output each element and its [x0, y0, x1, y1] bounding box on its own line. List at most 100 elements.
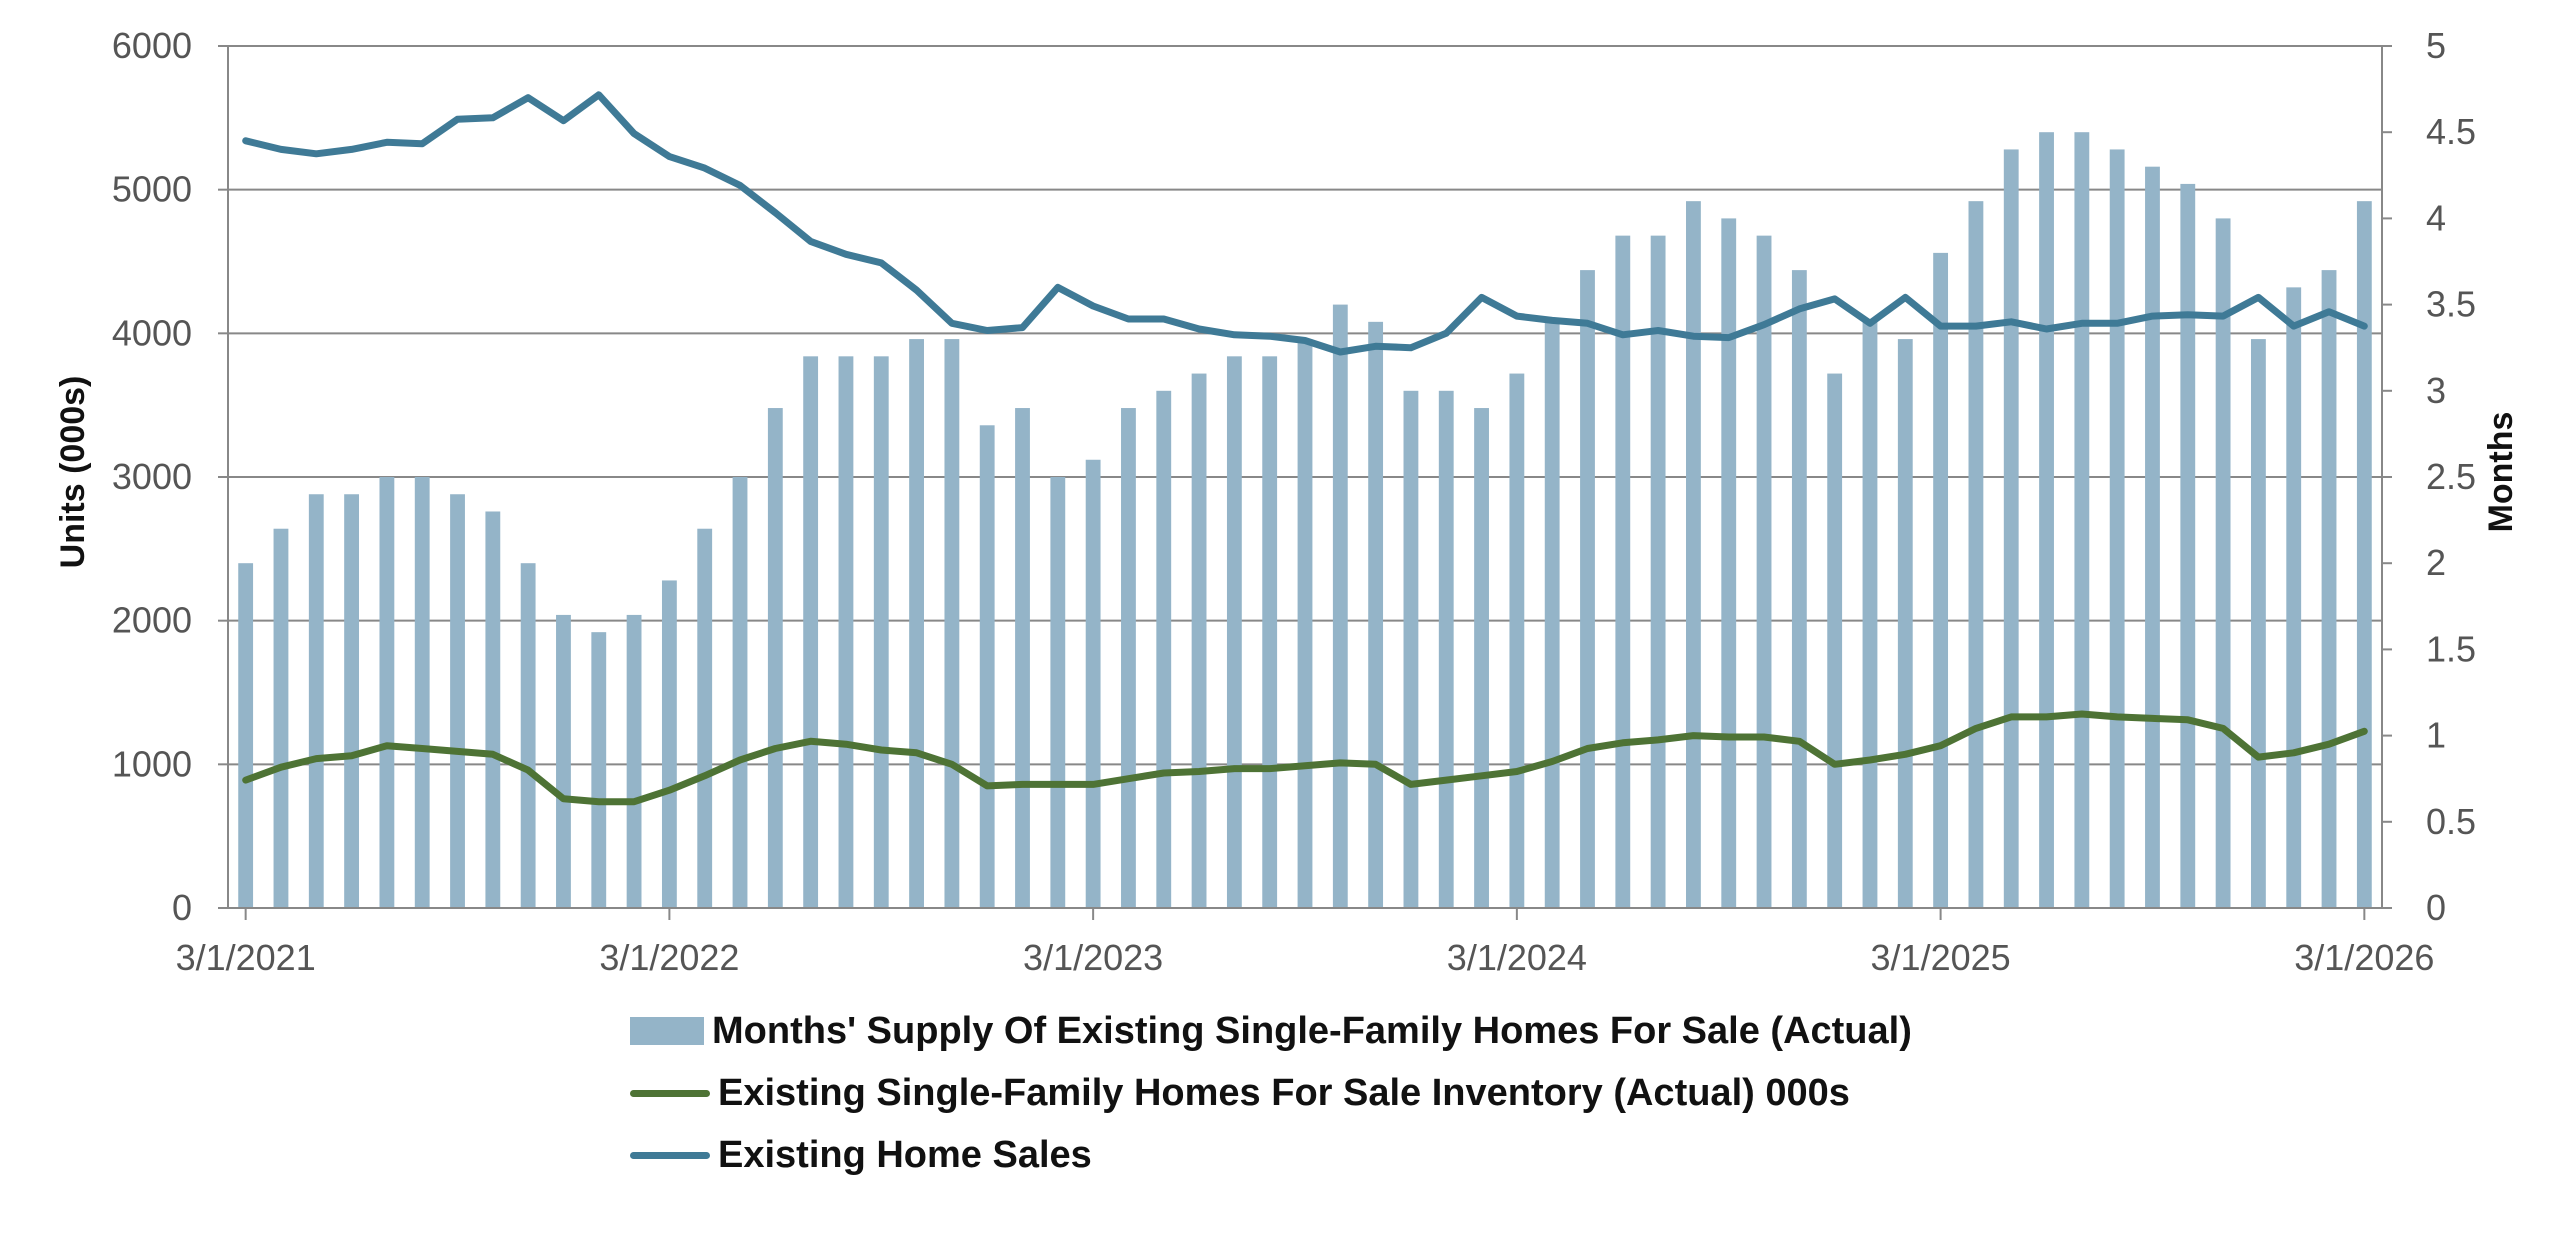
y-right-tick-label: 0: [2426, 887, 2446, 928]
bar-months-supply: [1121, 408, 1136, 908]
bar-months-supply: [944, 339, 960, 909]
bar-months-supply: [803, 356, 819, 908]
bar-months-supply: [626, 614, 642, 908]
bar-months-supply: [1862, 321, 1878, 909]
bar-months-supply: [1791, 270, 1807, 908]
bar-months-supply: [2039, 132, 2054, 908]
bar-months-supply: [1897, 339, 1913, 909]
x-tick-label: 3/1/2025: [1871, 937, 2011, 978]
bar-months-supply: [344, 494, 360, 908]
bar-months-supply: [1438, 390, 1454, 908]
y-right-tick-label: 3.5: [2426, 284, 2476, 325]
bar-months-supply: [485, 511, 501, 908]
y-right-tick-label: 4: [2426, 197, 2446, 238]
bar-months-supply: [979, 425, 995, 908]
bar-months-supply: [2074, 132, 2090, 908]
bar-months-supply: [2180, 183, 2196, 909]
legend-item-inventory: Existing Single-Family Homes For Sale In…: [630, 1062, 1912, 1124]
bar-months-supply: [1368, 321, 1384, 909]
y-left-tick-label: 6000: [112, 25, 192, 66]
y-right-tick-label: 2: [2426, 542, 2446, 583]
bar-months-supply: [909, 339, 924, 909]
bar-months-supply: [1262, 356, 1278, 908]
bar-months-supply: [1191, 373, 1207, 908]
bar-months-supply: [1509, 373, 1525, 908]
bar-months-supply: [2215, 218, 2231, 908]
legend-label-home-sales: Existing Home Sales: [718, 1133, 1092, 1176]
bar-months-supply: [520, 563, 536, 908]
y-right-tick-label: 1.5: [2426, 628, 2476, 669]
bar-months-supply: [1085, 459, 1101, 908]
legend-item-months-supply: Months' Supply Of Existing Single-Family…: [630, 1000, 1912, 1062]
bar-months-supply: [838, 356, 854, 908]
legend-swatch-bar: [630, 1017, 704, 1045]
bar-months-supply: [1580, 270, 1595, 908]
bar-months-supply: [1403, 390, 1419, 908]
y-left-tick-label: 5000: [112, 169, 192, 210]
bar-months-supply: [591, 632, 607, 908]
bar-months-supply: [308, 494, 324, 908]
bar-months-supply: [1544, 321, 1560, 909]
bar-months-supply: [1015, 408, 1030, 908]
legend: Months' Supply Of Existing Single-Family…: [630, 1000, 1912, 1186]
bar-months-supply: [2321, 270, 2337, 908]
axes: [218, 45, 2392, 920]
x-tick-label: 3/1/2022: [599, 937, 739, 978]
bar-months-supply: [1968, 201, 1984, 908]
y-left-tick-label: 4000: [112, 312, 192, 353]
y-left-tick-label: 3000: [112, 456, 192, 497]
bar-months-supply: [2145, 166, 2160, 908]
bar-months-supply: [450, 494, 465, 908]
legend-swatch-line-blue: [630, 1151, 710, 1159]
bar-months-supply: [1226, 356, 1242, 908]
line-existing-home-sales: [242, 91, 2368, 356]
bar-months-supply: [1686, 201, 1701, 908]
bar-months-supply: [2109, 149, 2125, 908]
bar-months-supply: [1474, 408, 1489, 908]
tick-labels: 0 1000 2000 3000 4000 5000 6000 0 0.5 1 1.5 2 2.5 3 3.…: [112, 25, 2476, 978]
legend-label-months-supply: Months' Supply Of Existing Single-Family…: [712, 1009, 1912, 1052]
bar-months-supply: [1050, 477, 1066, 908]
bar-months-supply: [661, 580, 677, 908]
bar-months-supply: [1756, 235, 1772, 908]
bar-months-supply: [732, 477, 748, 908]
bar-months-supply: [238, 563, 254, 908]
y-left-tick-label: 0: [172, 887, 192, 928]
line-inventory: [242, 710, 2368, 806]
bar-months-supply: [1332, 304, 1348, 909]
y-left-tick-label: 2000: [112, 600, 192, 641]
bar-months-supply: [273, 528, 289, 908]
bar-months-supply: [2356, 201, 2372, 908]
y-right-tick-label: 1: [2426, 715, 2446, 756]
y-left-tick-label: 1000: [112, 743, 192, 784]
y-right-tick-label: 2.5: [2426, 456, 2476, 497]
x-tick-label: 3/1/2024: [1447, 937, 1587, 978]
series-lines: [242, 91, 2368, 806]
x-tick-label: 3/1/2026: [2294, 937, 2434, 978]
bar-months-supply: [1827, 373, 1843, 908]
bar-months-supply: [2250, 339, 2266, 909]
x-tick-label: 3/1/2021: [176, 937, 316, 978]
bar-months-supply: [1721, 218, 1737, 908]
y-axis-left-title: Units (000s): [54, 376, 92, 569]
bar-months-supply: [1933, 252, 1949, 908]
bar-months-supply: [2003, 149, 2019, 908]
y-right-tick-label: 0.5: [2426, 801, 2476, 842]
bar-months-supply: [414, 477, 430, 908]
bar-months-supply: [1650, 235, 1666, 908]
bar-months-supply: [556, 614, 571, 908]
y-axis-right-title: Months: [2482, 412, 2520, 533]
legend-label-inventory: Existing Single-Family Homes For Sale In…: [718, 1071, 1850, 1114]
bar-months-supply: [873, 356, 889, 908]
bar-months-supply: [767, 408, 783, 908]
y-right-tick-label: 3: [2426, 370, 2446, 411]
y-right-tick-label: 5: [2426, 25, 2446, 66]
legend-swatch-line-green: [630, 1089, 710, 1097]
bar-months-supply: [697, 528, 713, 908]
bar-months-supply: [1156, 390, 1172, 908]
x-tick-label: 3/1/2023: [1023, 937, 1163, 978]
bar-months-supply: [2286, 287, 2302, 908]
y-right-tick-label: 4.5: [2426, 111, 2476, 152]
bar-months-supply: [1297, 339, 1313, 909]
